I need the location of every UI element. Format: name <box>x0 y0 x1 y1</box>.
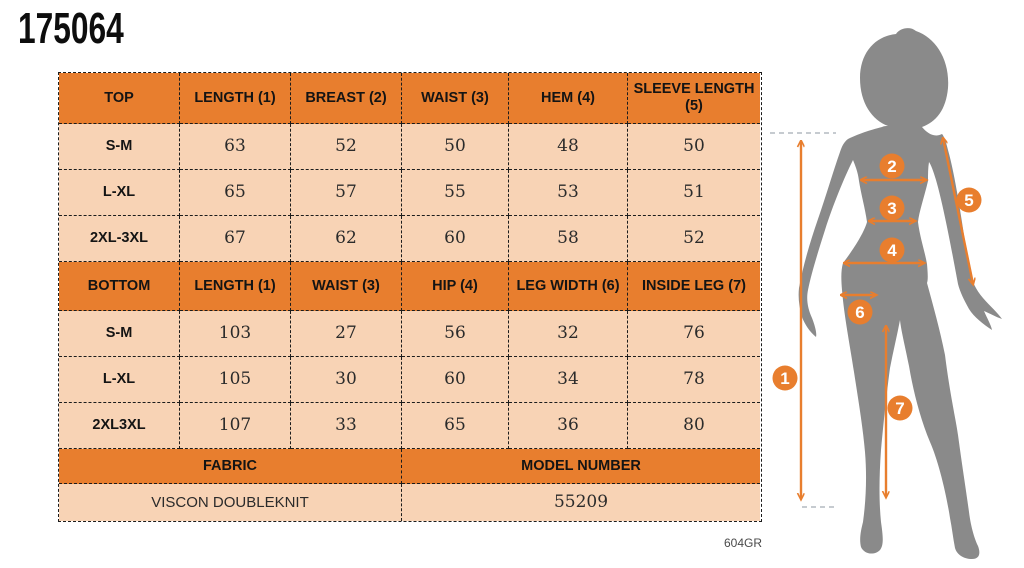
measurement-value: 34 <box>509 357 628 403</box>
marker-6-circle <box>847 299 873 325</box>
measurement-value: 36 <box>509 403 628 449</box>
marker-2-circle <box>879 153 905 179</box>
footer-value-row: VISCON DOUBLEKNIT 55209 <box>59 484 761 521</box>
measurement-value: 48 <box>509 124 628 170</box>
measurement-value: 67 <box>180 216 291 262</box>
marker-1-label: 1 <box>780 369 789 388</box>
size-table: TOP LENGTH (1) BREAST (2) WAIST (3) HEM … <box>58 72 762 522</box>
measurement-value: 60 <box>402 357 509 403</box>
product-code: 175064 <box>18 4 124 53</box>
measurement-value: 27 <box>291 311 402 357</box>
marker-2-label: 2 <box>887 157 896 176</box>
measurement-value: 32 <box>509 311 628 357</box>
measurement-value: 60 <box>402 216 509 262</box>
measurement-value: 56 <box>402 311 509 357</box>
measurement-value: 53 <box>509 170 628 216</box>
footer-header-row: FABRIC MODEL NUMBER <box>59 449 761 484</box>
top-header-cell: SLEEVE LENGTH (5) <box>628 73 760 124</box>
measurement-value: 55 <box>402 170 509 216</box>
table-row: L-XL 65 57 55 53 51 <box>59 170 761 216</box>
marker-6-label: 6 <box>855 303 864 322</box>
marker-4-circle <box>879 237 905 263</box>
top-header-cell: TOP <box>59 73 180 124</box>
fabric-header: FABRIC <box>59 449 402 484</box>
top-header-cell: BREAST (2) <box>291 73 402 124</box>
size-label: L-XL <box>59 357 180 403</box>
measurement-value: 30 <box>291 357 402 403</box>
measurement-value: 65 <box>180 170 291 216</box>
measurement-value: 52 <box>628 216 760 262</box>
marker-5-circle <box>956 187 982 213</box>
table-row: 2XL-3XL 67 62 60 58 52 <box>59 216 761 262</box>
measurement-value: 107 <box>180 403 291 449</box>
marker-4-label: 4 <box>887 241 897 260</box>
size-label: 2XL3XL <box>59 403 180 449</box>
top-header-cell: HEM (4) <box>509 73 628 124</box>
size-label: S-M <box>59 124 180 170</box>
marker-7-circle <box>887 395 913 421</box>
table-row: L-XL 105 30 60 34 78 <box>59 357 761 403</box>
top-header-cell: LENGTH (1) <box>180 73 291 124</box>
marker-5-label: 5 <box>964 191 973 210</box>
top-header-row: TOP LENGTH (1) BREAST (2) WAIST (3) HEM … <box>59 73 761 124</box>
measurement-value: 58 <box>509 216 628 262</box>
table-row: S-M 63 52 50 48 50 <box>59 124 761 170</box>
marker-7-label: 7 <box>895 399 904 418</box>
size-label: L-XL <box>59 170 180 216</box>
marker-3-label: 3 <box>887 199 896 218</box>
table-row: 2XL3XL 107 33 65 36 80 <box>59 403 761 449</box>
measurement-value: 105 <box>180 357 291 403</box>
measurement-value: 103 <box>180 311 291 357</box>
measurement-value: 50 <box>628 124 760 170</box>
bottom-header-cell: INSIDE LEG (7) <box>628 262 760 311</box>
measurement-value: 65 <box>402 403 509 449</box>
marker-1-circle <box>772 365 798 391</box>
bottom-header-cell: HIP (4) <box>402 262 509 311</box>
bottom-header-cell: BOTTOM <box>59 262 180 311</box>
bottom-header-cell: WAIST (3) <box>291 262 402 311</box>
measurement-value: 76 <box>628 311 760 357</box>
measurement-value: 33 <box>291 403 402 449</box>
model-number-header: MODEL NUMBER <box>402 449 760 484</box>
bottom-header-cell: LENGTH (1) <box>180 262 291 311</box>
measurement-value: 80 <box>628 403 760 449</box>
size-label: S-M <box>59 311 180 357</box>
bottom-header-cell: LEG WIDTH (6) <box>509 262 628 311</box>
table-row: S-M 103 27 56 32 76 <box>59 311 761 357</box>
bottom-header-row: BOTTOM LENGTH (1) WAIST (3) HIP (4) LEG … <box>59 262 761 311</box>
measurement-value: 63 <box>180 124 291 170</box>
measurement-value: 52 <box>291 124 402 170</box>
measurement-value: 78 <box>628 357 760 403</box>
footnote-code: 604GR <box>723 536 762 550</box>
marker-3-circle <box>879 195 905 221</box>
model-number-value: 55209 <box>402 484 760 521</box>
woman-silhouette <box>798 28 1002 560</box>
measurement-value: 51 <box>628 170 760 216</box>
sleeve-length-arrow <box>943 138 973 284</box>
measurement-figure: 1 2 3 4 5 6 7 <box>770 0 1024 563</box>
measurement-value: 50 <box>402 124 509 170</box>
top-header-cell: WAIST (3) <box>402 73 509 124</box>
fabric-value: VISCON DOUBLEKNIT <box>59 484 402 521</box>
measurement-value: 57 <box>291 170 402 216</box>
size-label: 2XL-3XL <box>59 216 180 262</box>
measurement-value: 62 <box>291 216 402 262</box>
